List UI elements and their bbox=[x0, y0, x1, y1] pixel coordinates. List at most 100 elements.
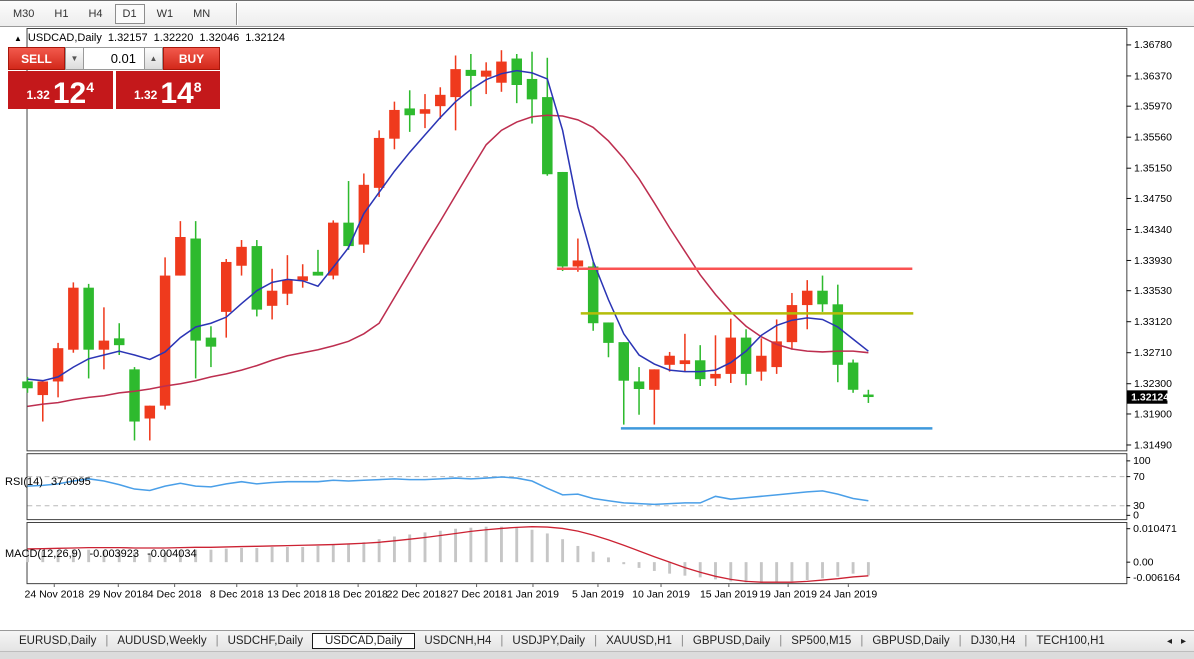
candle-body bbox=[863, 394, 874, 398]
svg-text:-0.006164: -0.006164 bbox=[1133, 572, 1180, 584]
svg-text:1.35970: 1.35970 bbox=[1134, 101, 1172, 113]
svg-text:1.31490: 1.31490 bbox=[1134, 439, 1172, 451]
candle-body bbox=[22, 381, 33, 389]
timeframe-toolbar: M30 H1 H4 D1 W1 MN bbox=[0, 0, 1194, 27]
volume-decrease-icon[interactable]: ▼ bbox=[65, 47, 84, 70]
ohlc-low: 1.32046 bbox=[199, 32, 240, 44]
chart-tab-EURUSD-Daily[interactable]: EURUSD,Daily bbox=[19, 635, 97, 647]
one-click-trading-panel: SELL ▼ 0.01 ▲ BUY 1.32 12 4 1.32 14 8 bbox=[8, 47, 220, 109]
candle-body bbox=[557, 171, 568, 267]
tab-scroll-arrows: ◂ ▸ bbox=[1158, 636, 1186, 647]
candle-body bbox=[129, 369, 140, 422]
rsi-axis: 100 70 300 bbox=[1126, 455, 1151, 522]
svg-text:1.33120: 1.33120 bbox=[1134, 316, 1172, 328]
volume-increase-icon[interactable]: ▲ bbox=[144, 47, 163, 70]
candle-body bbox=[633, 381, 645, 390]
svg-text:24 Jan 2019: 24 Jan 2019 bbox=[819, 589, 877, 601]
tab-separator: | bbox=[958, 635, 962, 647]
candle-body bbox=[419, 109, 431, 114]
chart-tab-USDCAD-Daily[interactable]: USDCAD,Daily bbox=[311, 633, 416, 649]
svg-text:100: 100 bbox=[1133, 455, 1151, 467]
chart-tab-DJ30-H4[interactable]: DJ30,H4 bbox=[970, 635, 1016, 647]
chart-tab-USDCHF-Daily[interactable]: USDCHF,Daily bbox=[227, 635, 303, 647]
buy-price-handle: 1.32 bbox=[133, 88, 158, 102]
candle-body bbox=[725, 337, 737, 374]
candle-body bbox=[603, 322, 614, 343]
chart-tab-USDCNH-H4[interactable]: USDCNH,H4 bbox=[424, 635, 492, 647]
svg-text:5 Jan 2019: 5 Jan 2019 bbox=[572, 589, 624, 601]
svg-text:1.36780: 1.36780 bbox=[1134, 39, 1172, 51]
timeframe-button-H1[interactable]: H1 bbox=[46, 4, 76, 24]
collapse-triangle-icon[interactable]: ▲ bbox=[14, 33, 22, 43]
svg-text:1.34750: 1.34750 bbox=[1134, 193, 1172, 205]
svg-text:22 Dec 2018: 22 Dec 2018 bbox=[387, 589, 447, 601]
candle-body bbox=[404, 108, 415, 116]
candle-body bbox=[817, 290, 828, 305]
timeframe-button-MN[interactable]: MN bbox=[185, 4, 218, 24]
buy-price-display[interactable]: 1.32 14 8 bbox=[115, 71, 220, 109]
chart-tab-GBPUSD-Daily[interactable]: GBPUSD,Daily bbox=[872, 635, 950, 647]
svg-text:0.010471: 0.010471 bbox=[1133, 523, 1177, 535]
candle-body bbox=[389, 109, 400, 139]
candle-body bbox=[220, 261, 232, 312]
chart-tab-SP500-M15[interactable]: SP500,M15 bbox=[791, 635, 852, 647]
candle-body bbox=[236, 246, 247, 266]
timeframe-button-W1[interactable]: W1 bbox=[149, 4, 182, 24]
tab-separator: | bbox=[779, 635, 783, 647]
tab-separator: | bbox=[500, 635, 504, 647]
candle-body bbox=[450, 69, 461, 98]
chart-tab-AUDUSD-Weekly[interactable]: AUDUSD,Weekly bbox=[117, 635, 207, 647]
svg-text:24 Nov 2018: 24 Nov 2018 bbox=[24, 589, 84, 601]
slow-ma-line[interactable] bbox=[27, 114, 869, 408]
macd-axis: 0.010471 0.00 -0.006164 bbox=[1126, 523, 1181, 584]
candle-body bbox=[756, 355, 767, 372]
svg-text:30: 30 bbox=[1133, 500, 1145, 512]
chart-canvas[interactable]: 1.36780 1.36370 1.35970 1.35560 1.35150 1.347… bbox=[0, 28, 1194, 630]
svg-text:29 Nov 2018: 29 Nov 2018 bbox=[88, 589, 148, 601]
candle-body bbox=[771, 341, 782, 368]
buy-button[interactable]: BUY bbox=[163, 47, 220, 70]
tab-separator: | bbox=[860, 635, 864, 647]
svg-text:0: 0 bbox=[1133, 510, 1139, 522]
chart-tab-USDJPY-Daily[interactable]: USDJPY,Daily bbox=[512, 635, 586, 647]
chart-tab-GBPUSD-Daily[interactable]: GBPUSD,Daily bbox=[692, 635, 771, 647]
tab-separator: | bbox=[680, 635, 684, 647]
svg-text:1.33930: 1.33930 bbox=[1134, 255, 1172, 267]
candle-body bbox=[480, 70, 492, 77]
svg-text:1.31900: 1.31900 bbox=[1134, 408, 1172, 420]
timeframe-button-H4[interactable]: H4 bbox=[80, 4, 110, 24]
candle-body bbox=[328, 222, 339, 276]
tab-scroll-left-icon[interactable]: ◂ bbox=[1166, 635, 1172, 647]
candle-body bbox=[664, 355, 675, 365]
svg-text:1.32124: 1.32124 bbox=[1131, 391, 1169, 403]
svg-text:13 Dec 2018: 13 Dec 2018 bbox=[267, 589, 327, 601]
candle-body bbox=[465, 69, 477, 76]
sell-price-point: 4 bbox=[86, 79, 95, 95]
candle-body bbox=[373, 137, 385, 188]
rsi-value: 37.0095 bbox=[50, 476, 91, 488]
svg-text:19 Jan 2019: 19 Jan 2019 bbox=[759, 589, 817, 601]
price-axis[interactable]: 1.36780 1.36370 1.35970 1.35560 1.35150 1.347… bbox=[1126, 39, 1172, 451]
candle-body bbox=[710, 373, 721, 379]
date-axis[interactable]: 24 Nov 2018 29 Nov 2018 4 Dec 2018 8 Dec 20… bbox=[24, 584, 877, 601]
tab-scroll-right-icon[interactable]: ▸ bbox=[1180, 635, 1186, 647]
chart-tab-XAUUSD-H1[interactable]: XAUUSD,H1 bbox=[606, 635, 672, 647]
rsi-panel[interactable] bbox=[26, 453, 1128, 521]
candle-body bbox=[786, 305, 798, 343]
candle-body bbox=[312, 271, 324, 276]
candle-body bbox=[649, 369, 660, 390]
volume-input[interactable]: 0.01 bbox=[84, 47, 144, 70]
sell-price-display[interactable]: 1.32 12 4 bbox=[8, 71, 113, 109]
candle-body bbox=[618, 342, 630, 381]
candle-body bbox=[496, 61, 507, 83]
candle-body bbox=[542, 97, 553, 175]
macd-name: MACD(12,26,9) bbox=[5, 548, 82, 560]
macd-main-value: -0.003923 bbox=[89, 548, 140, 560]
chart-tab-TECH100-H1[interactable]: TECH100,H1 bbox=[1036, 635, 1105, 647]
timeframe-button-D1[interactable]: D1 bbox=[114, 3, 145, 24]
macd-signal-line bbox=[27, 526, 869, 583]
fast-ma-line[interactable] bbox=[27, 69, 869, 382]
sell-button[interactable]: SELL bbox=[8, 47, 65, 70]
candle-body bbox=[144, 405, 156, 419]
timeframe-button-M30[interactable]: M30 bbox=[5, 4, 42, 24]
